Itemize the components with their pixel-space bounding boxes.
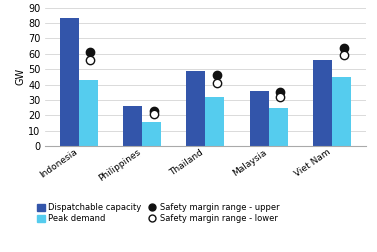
Legend: Dispatchable capacity, Peak demand, Safety margin range - upper, Safety margin r: Dispatchable capacity, Peak demand, Safe…: [37, 203, 279, 224]
Y-axis label: GW: GW: [15, 68, 25, 85]
Bar: [250, 91, 269, 146]
Bar: [205, 97, 224, 146]
Bar: [187, 71, 205, 146]
Bar: [269, 108, 288, 146]
Bar: [60, 18, 79, 146]
Bar: [79, 80, 98, 146]
Bar: [142, 121, 161, 146]
Bar: [313, 60, 332, 146]
Bar: [332, 77, 351, 146]
Bar: [123, 106, 142, 146]
